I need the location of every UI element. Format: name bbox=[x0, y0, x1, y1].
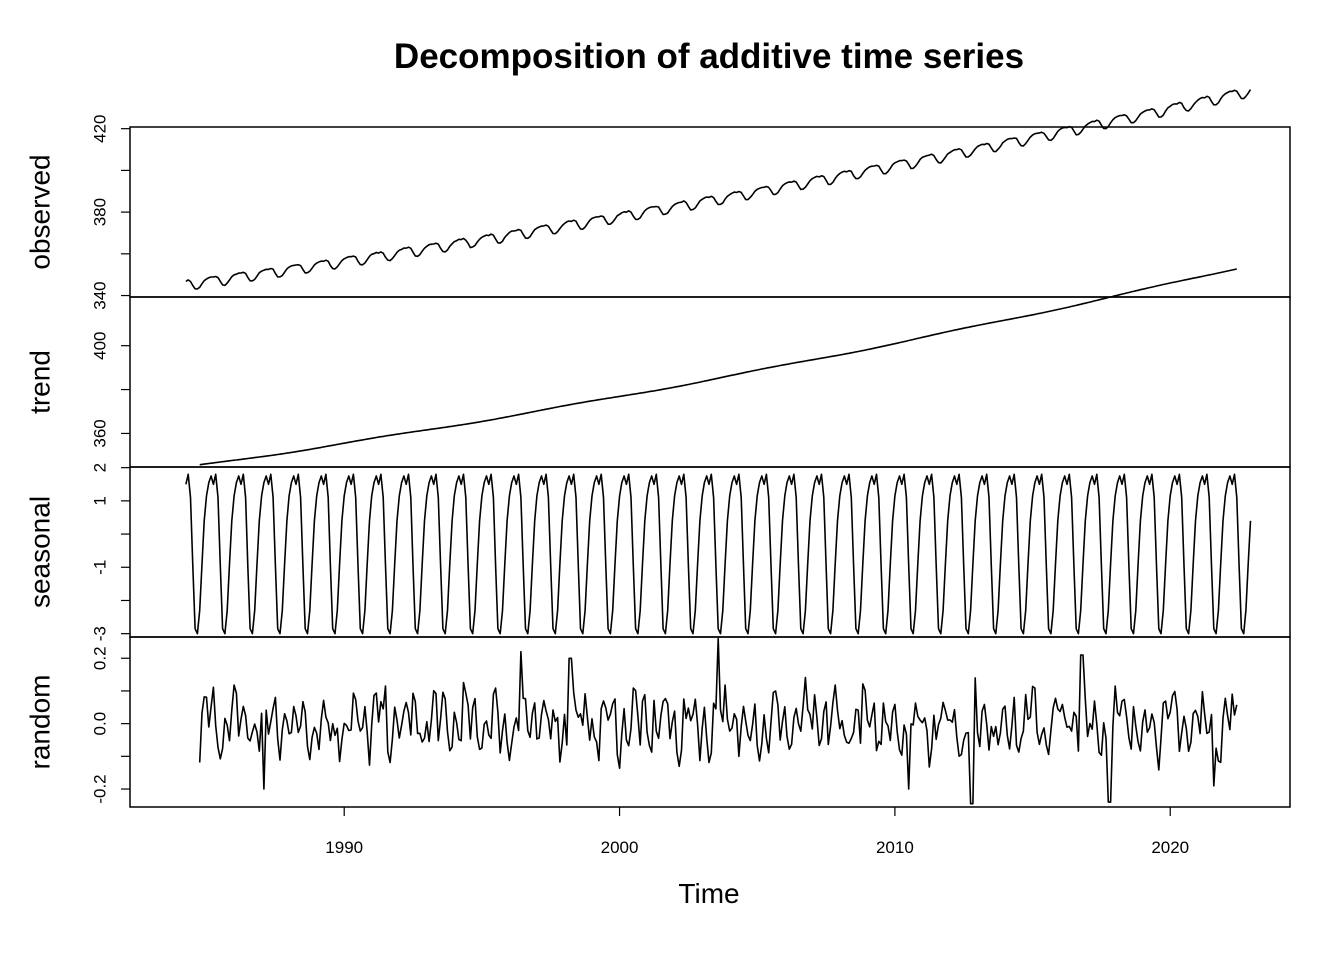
y-tick-label-random: -0.2 bbox=[91, 774, 110, 803]
panel-label-seasonal: seasonal bbox=[25, 496, 56, 608]
panel-frame-random bbox=[129, 636, 1291, 808]
x-axis: 1990 2000 2010 2020 bbox=[325, 807, 1189, 857]
panel-seasonal: -3 -1 1 2 seasonal bbox=[25, 463, 1291, 641]
y-tick-label-seasonal: 1 bbox=[91, 496, 110, 505]
y-tick-label-observed: 340 bbox=[91, 281, 110, 309]
panel-label-trend: trend bbox=[25, 350, 56, 414]
y-tick-label-seasonal: -1 bbox=[91, 560, 110, 575]
panels-group: 340 380 420 observed 360 400 trend -3 -1 1 2 season… bbox=[25, 89, 1291, 808]
x-tick-label: 2020 bbox=[1151, 838, 1189, 857]
panel-label-random: random bbox=[25, 675, 56, 770]
series-line-seasonal bbox=[185, 473, 1252, 635]
x-tick-label: 2000 bbox=[601, 838, 639, 857]
y-tick-label-seasonal: -3 bbox=[91, 626, 110, 641]
y-tick-label-trend: 360 bbox=[91, 419, 110, 447]
panel-trend: 360 400 trend bbox=[25, 268, 1291, 468]
panel-random: -0.2 0.0 0.2 random bbox=[25, 636, 1291, 808]
series-line-trend bbox=[199, 268, 1237, 466]
panel-observed: 340 380 420 observed bbox=[25, 89, 1291, 310]
panel-label-observed: observed bbox=[25, 154, 56, 269]
y-tick-label-observed: 420 bbox=[91, 114, 110, 142]
y-tick-label-observed: 380 bbox=[91, 198, 110, 226]
panel-frame-trend bbox=[129, 296, 1291, 468]
x-axis-label: Time bbox=[678, 878, 739, 909]
chart-title: Decomposition of additive time series bbox=[394, 37, 1024, 76]
series-line-observed bbox=[185, 89, 1252, 290]
x-tick-label: 2010 bbox=[876, 838, 914, 857]
y-tick-label-random: 0.2 bbox=[91, 646, 110, 670]
x-tick-label: 1990 bbox=[325, 838, 363, 857]
y-tick-label-random: 0.0 bbox=[91, 712, 110, 736]
series-line-random bbox=[198, 637, 1238, 805]
y-tick-label-seasonal: 2 bbox=[91, 463, 110, 472]
y-tick-label-trend: 400 bbox=[91, 332, 110, 360]
